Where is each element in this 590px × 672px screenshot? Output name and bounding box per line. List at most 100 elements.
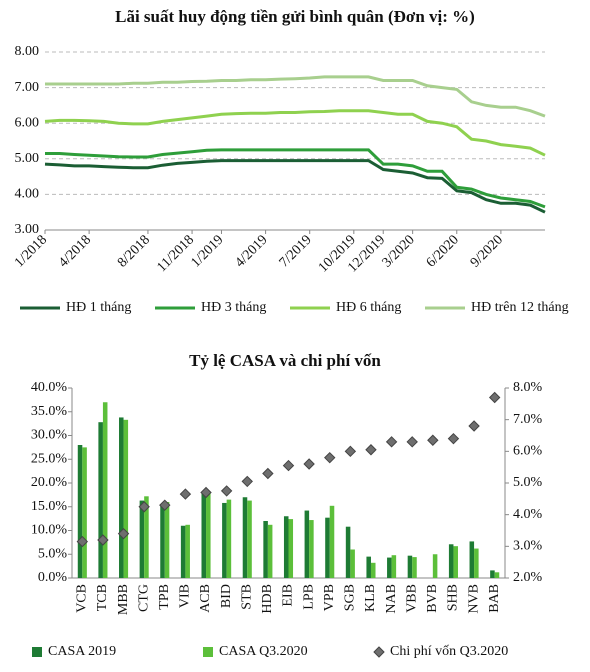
- x-tick-label: LPB: [301, 584, 316, 610]
- marker: [406, 436, 418, 448]
- x-tick-label: ACB: [198, 584, 213, 613]
- marker: [385, 436, 398, 448]
- y-tick-label: 10.0%: [31, 523, 68, 538]
- marker: [159, 499, 171, 511]
- legend-label: HĐ 3 tháng: [201, 300, 266, 315]
- line: [44, 109, 546, 157]
- legend-label: HĐ 1 tháng: [66, 300, 131, 315]
- x-tick-label: 9/2020: [468, 232, 506, 270]
- line: [45, 75, 546, 118]
- x-tick-label: NAB: [384, 584, 399, 614]
- x-tick-label: 8/2018: [115, 232, 153, 270]
- y-tick-label: 35.0%: [31, 404, 68, 419]
- x-tick-label: 4/2019: [233, 232, 271, 270]
- legend-swatch: [373, 646, 385, 658]
- x-tick-label: VCB: [75, 584, 90, 613]
- marker: [447, 432, 460, 445]
- marker: [117, 527, 130, 540]
- y-tick-label: 6.00: [15, 115, 40, 130]
- marker: [262, 467, 274, 480]
- marker: [324, 451, 336, 464]
- bar: [387, 557, 392, 578]
- bar: [345, 526, 351, 578]
- marker: [200, 486, 212, 499]
- marker: [241, 475, 253, 488]
- y2-tick-label: 6.0%: [513, 444, 543, 459]
- y-tick-label: 8.00: [15, 44, 40, 59]
- y-tick-label: 5.00: [15, 151, 40, 166]
- y2-tick-label: 5.0%: [513, 475, 543, 490]
- y-tick-label: 3.00: [15, 222, 40, 237]
- bar: [201, 492, 207, 578]
- bar: [350, 549, 355, 578]
- bar: [391, 555, 397, 578]
- y-tick-label: 40.0%: [31, 380, 68, 395]
- x-tick-label: EIB: [281, 584, 296, 607]
- y-tick-label: 25.0%: [31, 451, 68, 466]
- bar: [283, 516, 289, 578]
- bar: [453, 546, 458, 578]
- y-tick-label: 20.0%: [31, 475, 68, 490]
- bar: [247, 500, 252, 578]
- bar: [119, 417, 124, 578]
- marker: [97, 534, 109, 546]
- x-tick-label: CTG: [136, 584, 151, 612]
- marker: [365, 444, 377, 456]
- marker: [427, 434, 439, 446]
- legend-label: CASA Q3.2020: [219, 644, 308, 659]
- x-tick-label: BID: [219, 584, 234, 608]
- bar: [474, 548, 479, 578]
- bar: [144, 496, 149, 578]
- bar: [242, 497, 248, 578]
- y2-tick-label: 3.0%: [513, 539, 543, 554]
- legend-label: CASA 2019: [48, 644, 116, 659]
- x-tick-label: 7/2019: [277, 232, 315, 270]
- bar: [139, 500, 145, 578]
- x-tick-label: 1/2019: [188, 232, 226, 270]
- x-tick-label: MBB: [116, 584, 131, 615]
- marker: [303, 458, 315, 470]
- x-tick-label: BVB: [425, 584, 440, 613]
- marker: [179, 488, 192, 500]
- bar: [412, 557, 417, 578]
- x-tick-label: VBB: [404, 584, 419, 613]
- bar: [267, 524, 273, 578]
- bar: [448, 544, 454, 578]
- x-tick-label: VPB: [322, 584, 337, 611]
- x-tick-label: HDB: [260, 584, 275, 614]
- legend-label: Chi phí vốn Q3.2020: [390, 644, 508, 659]
- x-tick-label: 11/2018: [154, 232, 197, 275]
- y-tick-label: 0.0%: [38, 570, 68, 585]
- bar: [329, 505, 335, 578]
- bar: [206, 492, 211, 578]
- x-tick-label: STB: [239, 584, 254, 610]
- y-tick-label: 7.00: [15, 80, 40, 95]
- x-tick-label: 1/2018: [12, 232, 50, 270]
- chart-title: Tỷ lệ CASA và chi phí vốn: [189, 351, 381, 370]
- x-tick-label: 3/2020: [380, 232, 418, 270]
- bar: [77, 445, 83, 578]
- chart-title: Lãi suất huy động tiền gửi bình quân (Đơ…: [115, 7, 475, 26]
- x-tick-label: SGB: [343, 584, 358, 611]
- bar: [185, 524, 190, 578]
- bar: [370, 562, 376, 578]
- x-tick-label: 6/2020: [424, 232, 462, 270]
- y-tick-label: 30.0%: [31, 428, 68, 443]
- bar: [226, 499, 232, 578]
- marker: [220, 485, 233, 497]
- y-tick-label: 15.0%: [31, 499, 68, 514]
- bar: [309, 520, 314, 578]
- marker: [282, 459, 295, 472]
- bar: [288, 519, 294, 578]
- bar: [164, 502, 170, 578]
- marker: [138, 501, 150, 513]
- bar: [494, 572, 500, 578]
- bar: [82, 447, 87, 578]
- x-tick-label: NVB: [466, 584, 481, 614]
- legend-swatch: [203, 647, 213, 657]
- bar: [407, 555, 413, 578]
- line: [44, 159, 546, 214]
- marker: [468, 420, 480, 432]
- bar: [263, 521, 268, 578]
- legend-label: HĐ 6 tháng: [336, 300, 401, 315]
